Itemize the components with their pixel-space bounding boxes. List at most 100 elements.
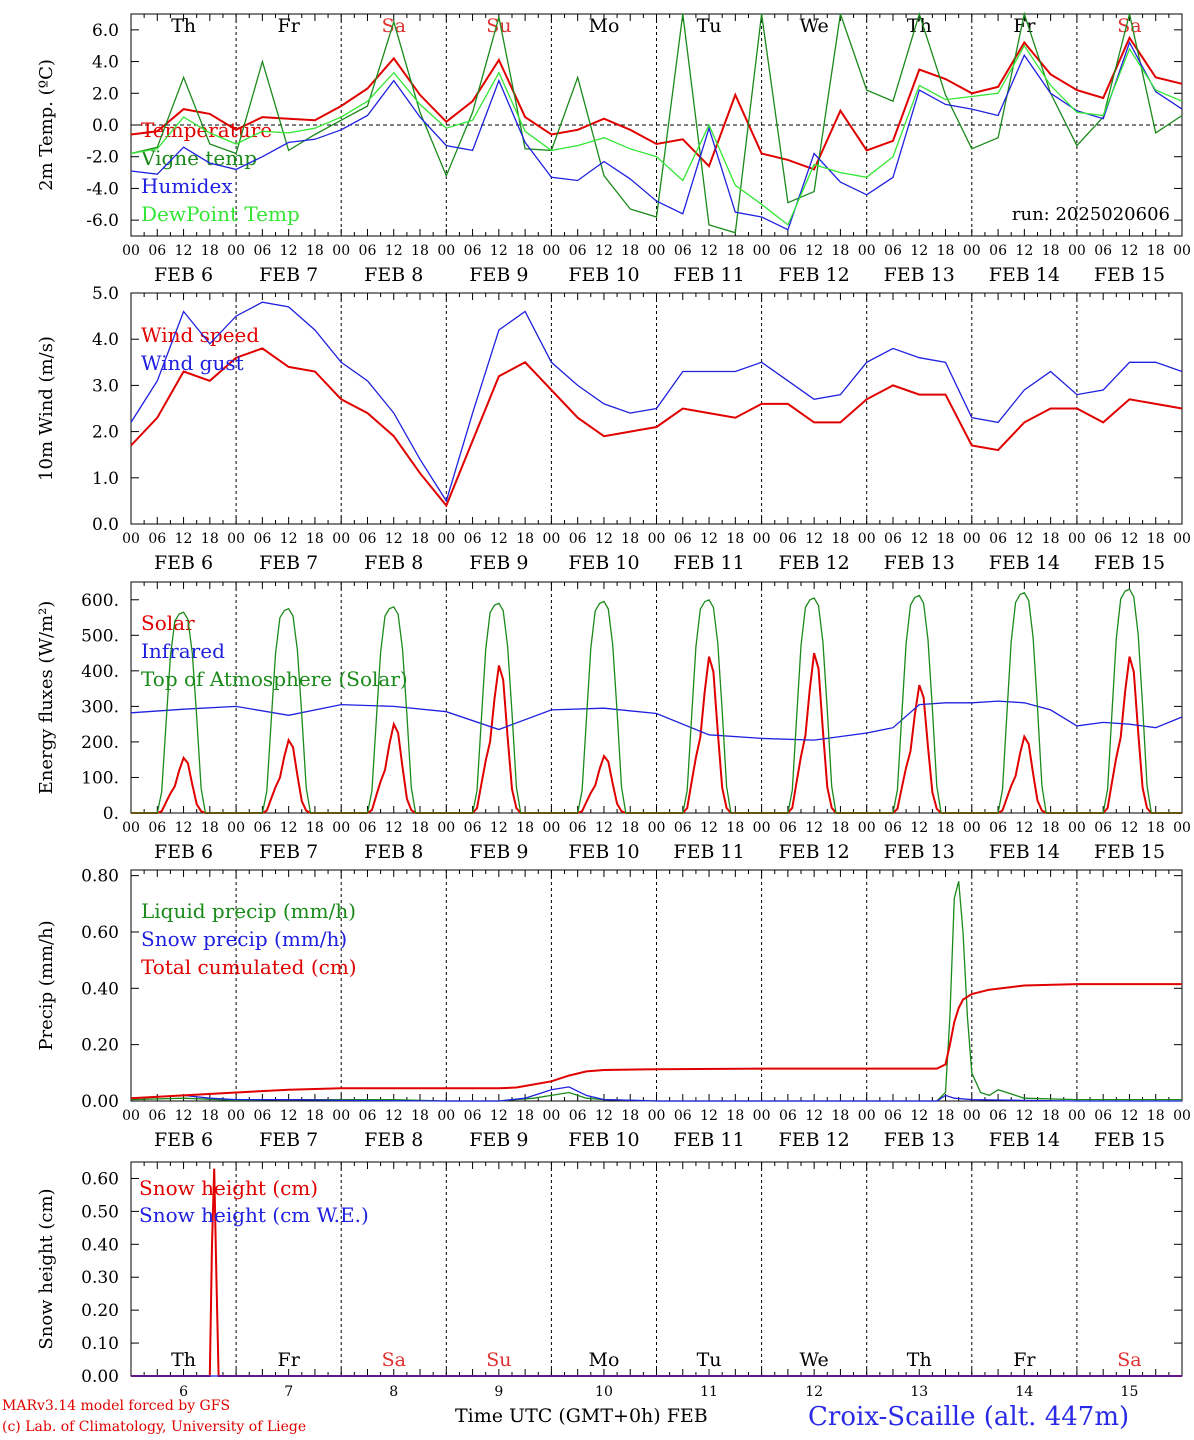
day-number-label: 9	[494, 1384, 503, 1400]
hour-tick-label: 00	[1173, 820, 1191, 836]
hour-tick-label: 00	[437, 820, 455, 836]
hour-tick-label: 18	[726, 531, 744, 547]
hour-tick-label: 18	[516, 243, 534, 259]
y-tick-label: 4.0	[92, 330, 119, 350]
date-label: FEB 7	[259, 841, 318, 863]
hour-tick-label: 12	[910, 820, 928, 836]
legend-entry: Snow height (cm)	[139, 1176, 318, 1200]
y-tick-label: 2.0	[92, 84, 119, 104]
date-label: FEB 12	[779, 1129, 850, 1151]
hour-tick-label: 18	[201, 531, 219, 547]
hour-tick-label: 12	[490, 243, 508, 259]
hour-tick-label: 12	[1121, 1108, 1139, 1124]
y-tick-label: 0.20	[81, 1301, 119, 1321]
hour-tick-label: 12	[385, 820, 403, 836]
hour-tick-label: 06	[779, 243, 797, 259]
hour-tick-label: 00	[437, 531, 455, 547]
weekday-label: Th	[907, 15, 932, 37]
hour-tick-label: 12	[700, 531, 718, 547]
hour-tick-label: 00	[122, 1108, 140, 1124]
hour-tick-label: 12	[910, 243, 928, 259]
hour-tick-label: 06	[148, 531, 166, 547]
hour-tick-label: 06	[989, 531, 1007, 547]
hour-tick-label: 00	[1068, 243, 1086, 259]
hour-tick-label: 00	[858, 1108, 876, 1124]
hour-tick-label: 18	[832, 531, 850, 547]
y-tick-label: -4.0	[86, 179, 119, 199]
date-label: FEB 15	[1094, 1129, 1165, 1151]
hour-tick-label: 00	[227, 243, 245, 259]
date-label: FEB 12	[779, 264, 850, 286]
date-label: FEB 13	[884, 552, 955, 574]
date-label: FEB 7	[259, 1129, 318, 1151]
date-label: FEB 13	[884, 264, 955, 286]
hour-tick-label: 00	[122, 820, 140, 836]
station-name: Croix-Scaille (alt. 447m)	[808, 1402, 1130, 1432]
hour-tick-label: 12	[805, 243, 823, 259]
hour-tick-label: 00	[963, 531, 981, 547]
hour-tick-label: 12	[1121, 243, 1139, 259]
weekday-label: Fr	[278, 15, 301, 37]
hour-tick-label: 12	[175, 531, 193, 547]
date-label: FEB 6	[154, 552, 213, 574]
hour-tick-label: 00	[963, 1108, 981, 1124]
date-label: FEB 15	[1094, 264, 1165, 286]
hour-tick-label: 18	[726, 1108, 744, 1124]
weekday-label: We	[800, 15, 829, 37]
hour-tick-label: 00	[1173, 531, 1191, 547]
hour-tick-label: 00	[648, 820, 666, 836]
date-label: FEB 10	[568, 841, 639, 863]
hour-tick-label: 06	[464, 1108, 482, 1124]
hour-tick-label: 00	[963, 243, 981, 259]
date-label: FEB 7	[259, 264, 318, 286]
hour-tick-label: 06	[464, 243, 482, 259]
date-label: FEB 6	[154, 841, 213, 863]
hour-tick-label: 18	[726, 243, 744, 259]
y-tick-label: 6.0	[92, 21, 119, 41]
hour-tick-label: 12	[385, 1108, 403, 1124]
hour-tick-label: 00	[1068, 531, 1086, 547]
hour-tick-label: 18	[306, 1108, 324, 1124]
series-line-top-of-atmosphere-solar	[131, 588, 1182, 814]
hour-tick-label: 12	[805, 820, 823, 836]
x-axis-title: Time UTC (GMT+0h) FEB	[455, 1405, 708, 1427]
legend-entry: Infrared	[141, 639, 225, 663]
hour-tick-label: 18	[937, 820, 955, 836]
date-label: FEB 10	[568, 1129, 639, 1151]
legend-entry: Wind speed	[141, 323, 259, 347]
hour-tick-label: 06	[569, 820, 587, 836]
legend-entry: Humidex	[141, 174, 233, 198]
hour-tick-label: 00	[648, 531, 666, 547]
hour-tick-label: 06	[359, 531, 377, 547]
legend-entry: Temperature	[141, 118, 272, 142]
hour-tick-label: 06	[989, 820, 1007, 836]
weekday-label: Sa	[1117, 1349, 1141, 1371]
hour-tick-label: 18	[1042, 1108, 1060, 1124]
date-label: FEB 8	[364, 552, 423, 574]
hour-tick-label: 00	[332, 820, 350, 836]
hour-tick-label: 00	[122, 531, 140, 547]
hour-tick-label: 18	[937, 531, 955, 547]
hour-tick-label: 06	[884, 243, 902, 259]
y-tick-label: 0.	[103, 804, 119, 824]
y-tick-label: 0.0	[92, 116, 119, 136]
hour-tick-label: 12	[1121, 820, 1139, 836]
date-label: FEB 9	[469, 264, 528, 286]
date-label: FEB 7	[259, 552, 318, 574]
hour-tick-label: 12	[175, 243, 193, 259]
weekday-label: Sa	[382, 1349, 406, 1371]
date-label: FEB 14	[989, 841, 1060, 863]
hour-tick-label: 12	[280, 1108, 298, 1124]
weekday-label: Th	[171, 1349, 196, 1371]
hour-tick-label: 06	[359, 820, 377, 836]
hour-tick-label: 12	[595, 243, 613, 259]
legend-entry: DewPoint Temp	[141, 202, 300, 226]
hour-tick-label: 18	[516, 820, 534, 836]
date-label: FEB 9	[469, 1129, 528, 1151]
weekday-label: Fr	[278, 1349, 301, 1371]
hour-tick-label: 06	[674, 820, 692, 836]
hour-tick-label: 00	[1173, 1108, 1191, 1124]
y-axis-label: 2m Temp. (ºC)	[36, 59, 57, 191]
hour-tick-label: 18	[201, 820, 219, 836]
